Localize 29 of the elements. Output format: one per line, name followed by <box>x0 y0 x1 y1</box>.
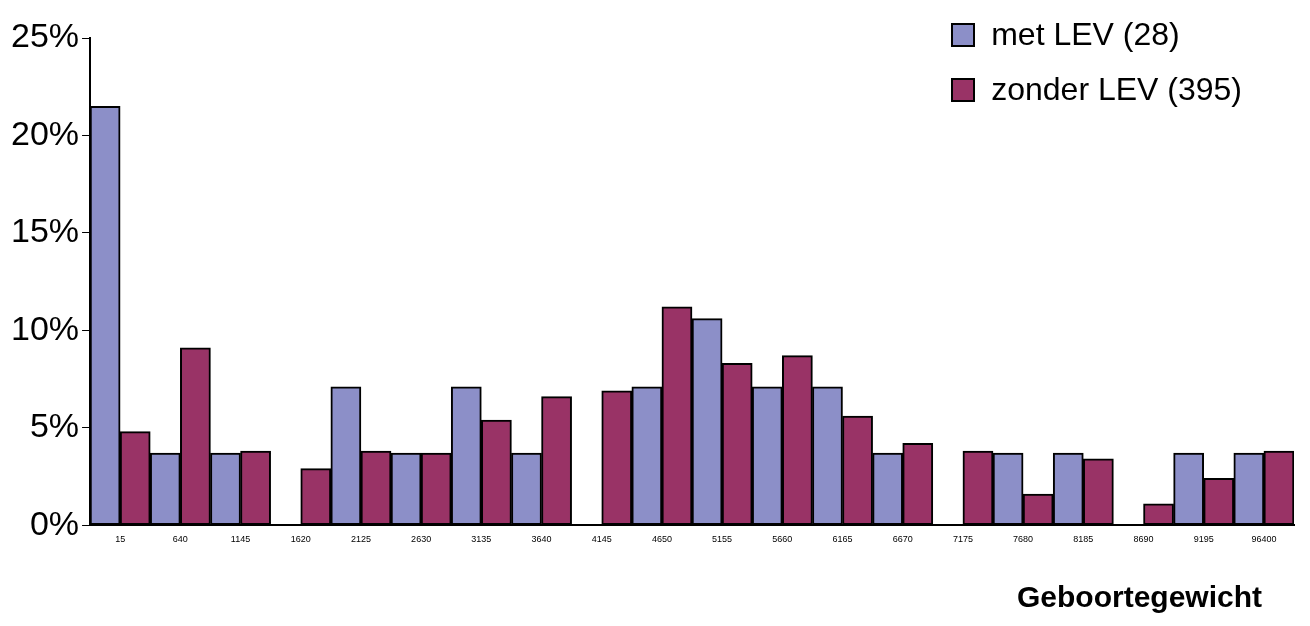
y-tick-label: 0% <box>29 503 80 542</box>
x-tick-label: 3640 <box>531 534 552 545</box>
x-tick-label: 2630 <box>411 534 432 545</box>
x-tick-label: 1620 <box>290 534 311 545</box>
x-tick-label: 4650 <box>651 534 672 545</box>
legend-label: met LEV (28) <box>991 16 1180 53</box>
x-tick-label: 7175 <box>952 534 973 545</box>
x-tick-label: 6670 <box>892 534 913 545</box>
x-tick-label: 640 <box>172 534 188 545</box>
x-tick-label: 6165 <box>832 534 853 545</box>
y-tick-label: 20% <box>10 113 80 152</box>
x-tick-label: 2125 <box>350 534 371 545</box>
legend-label: zonder LEV (395) <box>991 71 1242 108</box>
x-tick-label: 7680 <box>1013 534 1034 545</box>
y-tick-label: 25% <box>10 16 80 55</box>
x-tick-label: 9195 <box>1193 534 1214 545</box>
x-tick-label: 4145 <box>591 534 612 545</box>
x-tick-label: 8185 <box>1073 534 1094 545</box>
x-tick-label: 15 <box>115 534 126 545</box>
x-tick-label: 5660 <box>772 534 793 545</box>
x-tick-label: 5155 <box>712 534 733 545</box>
y-tick-label: 10% <box>10 308 80 347</box>
x-axis-title: Geboortegewicht <box>1016 580 1262 614</box>
y-tick-label: 5% <box>29 406 80 445</box>
y-tick-label: 15% <box>10 211 80 250</box>
x-tick-label: 96400 <box>1251 534 1277 545</box>
x-tick-label: 3135 <box>471 534 492 545</box>
x-tick-label: 1145 <box>230 534 251 545</box>
x-tick-label: 8690 <box>1133 534 1154 545</box>
